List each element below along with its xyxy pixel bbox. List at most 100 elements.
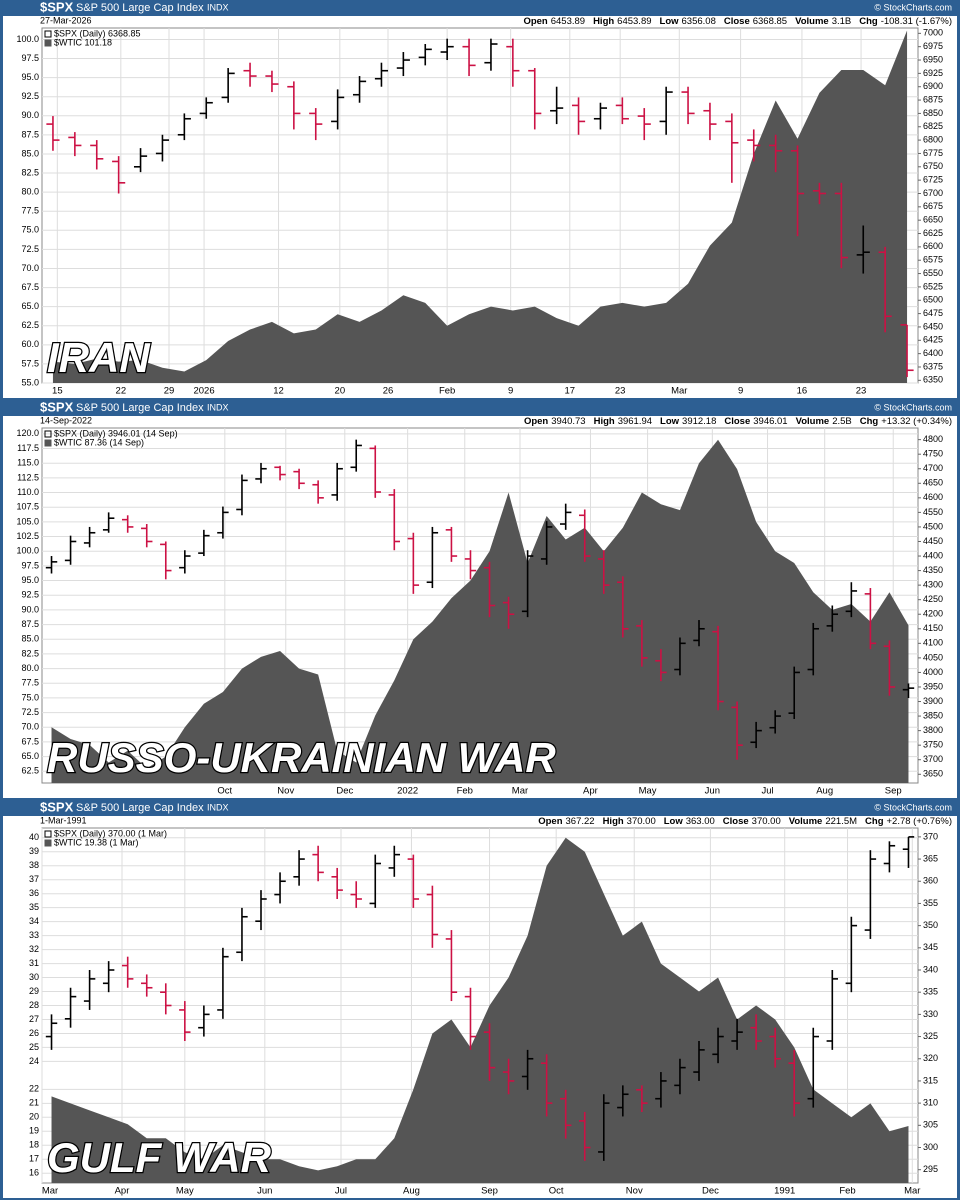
price-bar: [502, 1058, 515, 1095]
price-bar: [255, 462, 267, 484]
price-bar: [812, 182, 827, 205]
quote-label: Open: [538, 816, 562, 827]
oil-area: [52, 30, 908, 383]
x-tick-label: 9: [508, 386, 513, 397]
price-bar: [747, 129, 761, 162]
price-bar: [659, 86, 673, 135]
legend-label: $WTIC 101.18: [54, 37, 112, 47]
credit: © StockCharts.com: [874, 802, 952, 812]
price-bar: [521, 1049, 534, 1090]
price-bar: [750, 721, 762, 749]
price-bar: [807, 622, 819, 676]
y-tick-label: 72.5: [21, 707, 39, 717]
price-bar: [179, 550, 191, 574]
price-bar: [287, 81, 301, 130]
price-bar: [883, 841, 896, 873]
x-tick-label: Nov: [277, 786, 294, 797]
price-bar: [579, 1112, 591, 1161]
price-bar: [83, 526, 96, 548]
y2-tick-label: 4050: [923, 652, 943, 662]
quote-value: 3940.73: [551, 416, 585, 427]
y2-tick-label: 3800: [923, 725, 943, 735]
legend-label: $SPX (Daily) 3946.01 (14 Sep): [54, 428, 178, 438]
quote-value: 370.00: [627, 816, 656, 827]
price-bar: [725, 113, 739, 183]
y-tick-label: 34: [29, 916, 39, 926]
price-bar: [141, 974, 153, 997]
quote-label: Volume: [795, 16, 829, 27]
x-tick-label: Feb: [839, 1186, 855, 1197]
price-bar: [769, 134, 783, 173]
y2-tick-label: 4600: [923, 492, 943, 502]
price-bar: [177, 113, 191, 141]
price-bar: [374, 62, 389, 87]
price-bar: [369, 445, 381, 498]
y2-tick-label: 325: [923, 1031, 938, 1041]
price-bar: [540, 521, 553, 565]
x-tick-label: 16: [797, 386, 808, 397]
y-tick-label: 92.5: [21, 590, 39, 600]
y2-tick-label: 6650: [923, 215, 943, 225]
price-bar: [483, 561, 496, 618]
y2-tick-label: 6950: [923, 54, 943, 64]
quote-label: Volume: [796, 416, 830, 427]
price-bar: [160, 983, 172, 1015]
y2-tick-label: 6675: [923, 201, 943, 211]
price-bar: [407, 532, 420, 594]
price-bar: [807, 1027, 819, 1108]
quote-value: 6453.89: [617, 16, 651, 27]
y-tick-label: 28: [29, 1000, 39, 1010]
price-bar: [464, 987, 477, 1050]
y-tick-label: 77.5: [21, 206, 39, 216]
exchange: INDX: [207, 2, 229, 12]
y2-tick-label: 4100: [923, 638, 943, 648]
y-tick-label: 97.5: [21, 53, 39, 63]
x-tick-label: 2026: [193, 386, 214, 397]
quote-label: Open: [524, 416, 548, 427]
price-bar: [217, 947, 229, 1019]
y-tick-label: 90.0: [21, 604, 39, 614]
x-tick-label: 23: [856, 386, 867, 397]
quote-value: 6368.85: [753, 16, 787, 27]
y-tick-label: 29: [29, 986, 39, 996]
legend-label: $WTIC 87.36 (14 Sep): [54, 437, 144, 447]
price-bar: [445, 526, 458, 562]
x-tick-label: Mar: [42, 1186, 58, 1197]
price-bar: [559, 503, 572, 530]
price-bar: [579, 509, 591, 562]
x-tick-label: Jun: [705, 786, 720, 797]
y-tick-label: 97.5: [21, 560, 39, 570]
x-tick-label: 1991: [774, 1186, 795, 1197]
x-tick-label: Mar: [904, 1186, 920, 1197]
price-bar: [712, 1027, 724, 1064]
y-tick-label: 102.5: [16, 531, 39, 541]
legend-swatch: [44, 830, 52, 838]
y2-tick-label: 350: [923, 920, 938, 930]
price-bar: [198, 1005, 210, 1037]
quote-value: 3.1B: [832, 16, 852, 27]
price-bar: [331, 462, 343, 501]
price-bar: [769, 710, 781, 734]
y-tick-label: 85.0: [21, 634, 39, 644]
price-bar: [217, 506, 229, 539]
y2-tick-label: 3650: [923, 769, 943, 779]
price-bar: [46, 116, 60, 151]
plot: [45, 439, 915, 783]
y2-tick-label: 6425: [923, 335, 943, 345]
x-tick-label: Sep: [481, 1186, 498, 1197]
y-tick-label: 62.5: [21, 320, 39, 330]
index-name: S&P 500 Large Cap Index: [76, 402, 204, 414]
x-tick-label: Dec: [702, 1186, 719, 1197]
price-bar: [350, 439, 362, 472]
price-bar: [45, 556, 58, 574]
symbol: $SPX: [40, 399, 74, 414]
price-bar: [388, 845, 401, 877]
y-tick-label: 67.5: [21, 282, 39, 292]
x-tick-label: Oct: [217, 786, 232, 797]
y-tick-label: 87.5: [21, 619, 39, 629]
y2-tick-label: 6550: [923, 268, 943, 278]
y-tick-label: 16: [29, 1168, 39, 1178]
price-bar: [617, 576, 629, 638]
x-tick-label: Aug: [403, 1186, 420, 1197]
quote-value: 6356.08: [682, 16, 716, 27]
